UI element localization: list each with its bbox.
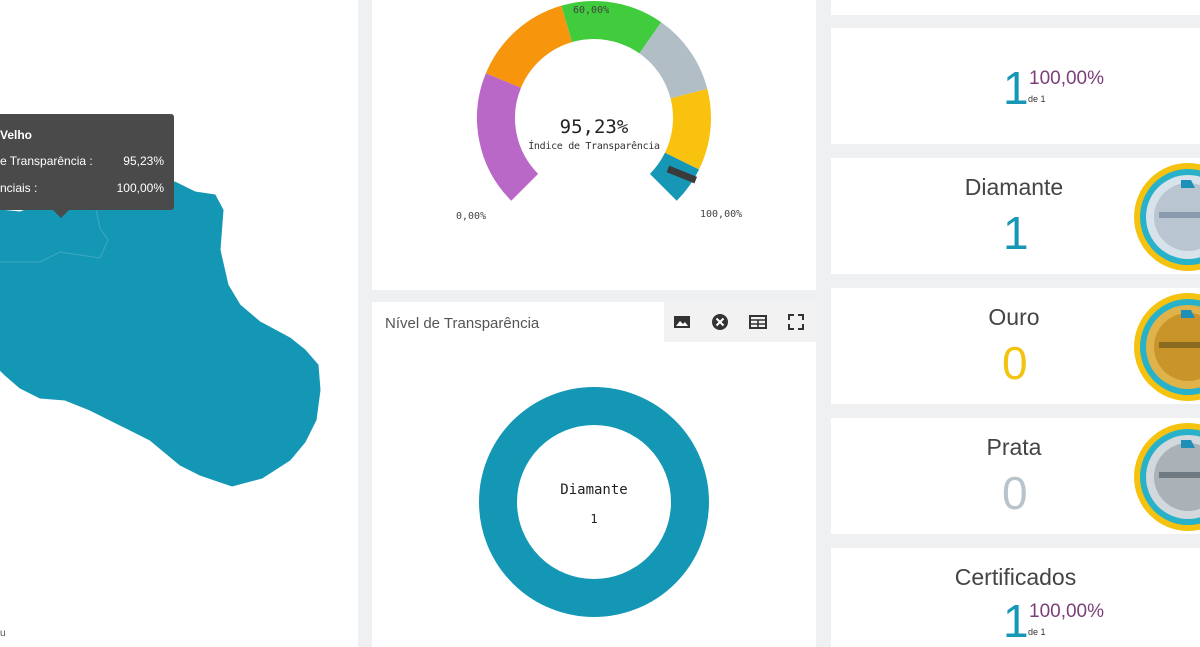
gauge-tick-mid: 60,00%: [573, 5, 610, 16]
summary-percent: 100,00%: [1029, 68, 1105, 89]
card-title: Prata: [986, 434, 1042, 460]
gauge-tick-max: 100,00%: [700, 209, 743, 220]
gauge-tick-min: 0,00%: [456, 211, 487, 222]
map-attribution: u: [0, 628, 6, 639]
gauge-value: 95,23%: [559, 116, 629, 138]
certificados-card: Certificados 1 100,00% de 1: [831, 548, 1200, 647]
gauge-arc-purple: [477, 73, 539, 201]
card-number: 1: [1003, 595, 1029, 647]
summary-of: de 1: [1028, 94, 1046, 104]
fullscreen-icon[interactable]: [786, 312, 806, 332]
close-circle-icon[interactable]: [710, 312, 730, 332]
gauge-arc-gray: [638, 22, 708, 100]
region-shape[interactable]: [0, 181, 321, 487]
gauge-chart: [477, 1, 711, 201]
donut-chart: [479, 387, 709, 617]
tooltip-title: Velho: [0, 128, 33, 142]
silver-medal-icon: [1134, 423, 1200, 531]
gauge-arc-yellow: [664, 88, 711, 170]
tooltip-label: nciais :: [0, 181, 38, 195]
card-title: Ouro: [988, 304, 1040, 330]
prata-card: Prata 0: [831, 418, 1200, 534]
tooltip-label: e Transparência :: [0, 154, 93, 168]
image-icon[interactable]: [672, 312, 692, 332]
card-of: de 1: [1028, 627, 1046, 637]
tooltip-arrow: [52, 209, 70, 218]
tooltip-value: 100,00%: [116, 181, 164, 195]
gauge-arc-teal: [649, 152, 700, 201]
gauge-caption: Índice de Transparência: [528, 141, 660, 152]
gauge-needle: [666, 165, 698, 184]
donut-center-label: Diamante: [560, 482, 628, 498]
map-panel: Velho e Transparência : 95,23% nciais : …: [0, 0, 358, 647]
diamante-card: Diamante 1: [831, 158, 1200, 274]
gold-medal-icon: [1134, 293, 1200, 401]
donut-panel: Nível de Transparência Diamante 1: [372, 302, 816, 647]
diamond-medal-icon: [1134, 163, 1200, 271]
region-border: [0, 204, 109, 263]
donut-center-value: 1: [590, 512, 598, 526]
top-card: [831, 0, 1200, 15]
card-title: Diamante: [964, 174, 1064, 200]
card-percent: 100,00%: [1029, 601, 1105, 622]
gauge-arc-green: [561, 1, 662, 54]
card-title: Certificados: [954, 564, 1077, 590]
ouro-card: Ouro 0: [831, 288, 1200, 404]
card-number: 1: [1003, 207, 1029, 259]
region-map[interactable]: [0, 0, 358, 647]
panel-title: Nível de Transparência: [385, 315, 540, 332]
card-number: 0: [1002, 467, 1028, 519]
card-number: 0: [1002, 337, 1028, 389]
summary-card: 1 100,00% de 1: [831, 28, 1200, 144]
table-icon[interactable]: [748, 312, 768, 332]
map-tooltip: Velho e Transparência : 95,23% nciais : …: [0, 114, 174, 218]
donut-ring-diamante[interactable]: [479, 387, 709, 617]
gauge-panel: [372, 0, 816, 290]
tooltip-value: 95,23%: [123, 154, 164, 168]
summary-number: 1: [1003, 62, 1029, 114]
chart-toolbar: [664, 302, 816, 342]
gauge-arc-orange: [485, 5, 573, 89]
